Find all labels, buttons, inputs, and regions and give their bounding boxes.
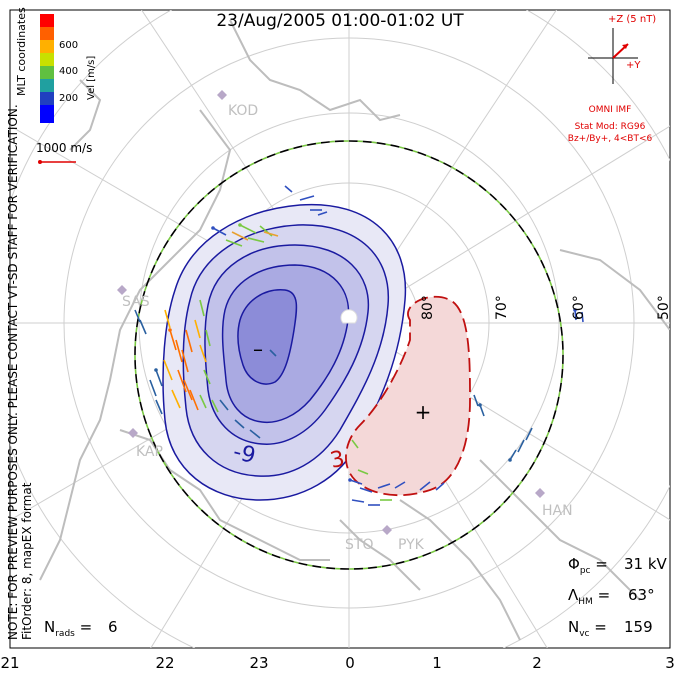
imf-condition: Bz+/By+, 4<BT<6 <box>568 134 653 144</box>
colorbar-segment <box>40 92 54 105</box>
station-markers <box>117 90 545 535</box>
hm-boundary <box>134 140 564 570</box>
mlt-label-21: 21 <box>0 654 19 672</box>
vector-origins <box>38 160 577 482</box>
station-pyk: PYK <box>398 537 425 553</box>
phi-pc-value: 31 kV <box>624 555 668 573</box>
n-rads-value: 6 <box>108 618 118 636</box>
station-sto: STO <box>345 537 373 553</box>
colorbar-tick-400: 400 <box>59 66 78 77</box>
velocity-vectors <box>40 161 584 506</box>
positive-contour-label: 3 <box>328 447 347 474</box>
imf-model: Stat Mod: RG96 <box>575 122 646 132</box>
imf-z-label: +Z (5 nT) <box>608 14 656 25</box>
station-kap: KAP <box>136 444 163 460</box>
potential-min-marker: – <box>253 337 263 361</box>
colorbar-tick-200: 200 <box>59 93 78 104</box>
mlt-label-23: 23 <box>249 654 268 672</box>
latitude-label-80: 80° <box>420 295 436 320</box>
velocity-colorbar: 600 400 200 Vel [m/s] <box>40 14 97 123</box>
mlt-label-3: 3 <box>665 654 675 672</box>
colorbar-tick-600: 600 <box>59 40 78 51</box>
latitude-label-50: 50° <box>656 295 672 320</box>
colorbar-segment <box>40 105 54 123</box>
preview-note: NOTE: FOR PREVIEW PURPOSES ONLY. PLEASE … <box>6 104 20 640</box>
n-vc-label: Nvc = <box>568 618 607 639</box>
latitude-label-70: 70° <box>494 295 510 320</box>
pole-marker <box>340 309 358 324</box>
colorbar-segment <box>40 27 54 40</box>
negative-cell <box>162 203 407 501</box>
n-vc-value: 159 <box>624 618 653 636</box>
station-han: HAN <box>542 503 573 519</box>
latitude-label-60: 60° <box>571 295 587 320</box>
mlt-label-1: 1 <box>432 654 442 672</box>
colorbar-label: Vel [m/s] <box>86 56 97 100</box>
mlt-label-2: 2 <box>532 654 542 672</box>
coord-system-label: MLT coordinates <box>15 7 28 96</box>
coastlines <box>39 19 670 641</box>
colorbar-segment <box>40 79 54 92</box>
colorbar-segment <box>40 40 54 53</box>
phi-pc-label: Φpc = <box>568 555 608 576</box>
positive-cell <box>345 295 471 497</box>
fit-note: FitOrder: 8, mapEX format <box>20 482 34 640</box>
imf-y-label: +Y <box>626 60 641 71</box>
mlt-label-22: 22 <box>155 654 174 672</box>
map-title: 23/Aug/2005 01:00-01:02 UT <box>216 11 464 31</box>
colorbar-segment <box>40 66 54 79</box>
mlt-label-0: 0 <box>345 654 355 672</box>
colorbar-segment <box>40 53 54 66</box>
imf-dial: +Z (5 nT) +Y OMNI IMF Stat Mod: RG96 Bz+… <box>568 14 657 144</box>
imf-source: OMNI IMF <box>589 105 632 115</box>
station-sas: SAS <box>122 294 150 310</box>
colorbar-segment <box>40 14 54 27</box>
lambda-hm-value: 63° <box>628 586 655 604</box>
vector-scale-label: 1000 m/s <box>36 141 92 155</box>
station-kod: KOD <box>228 103 258 119</box>
potential-max-marker: + <box>415 400 432 424</box>
